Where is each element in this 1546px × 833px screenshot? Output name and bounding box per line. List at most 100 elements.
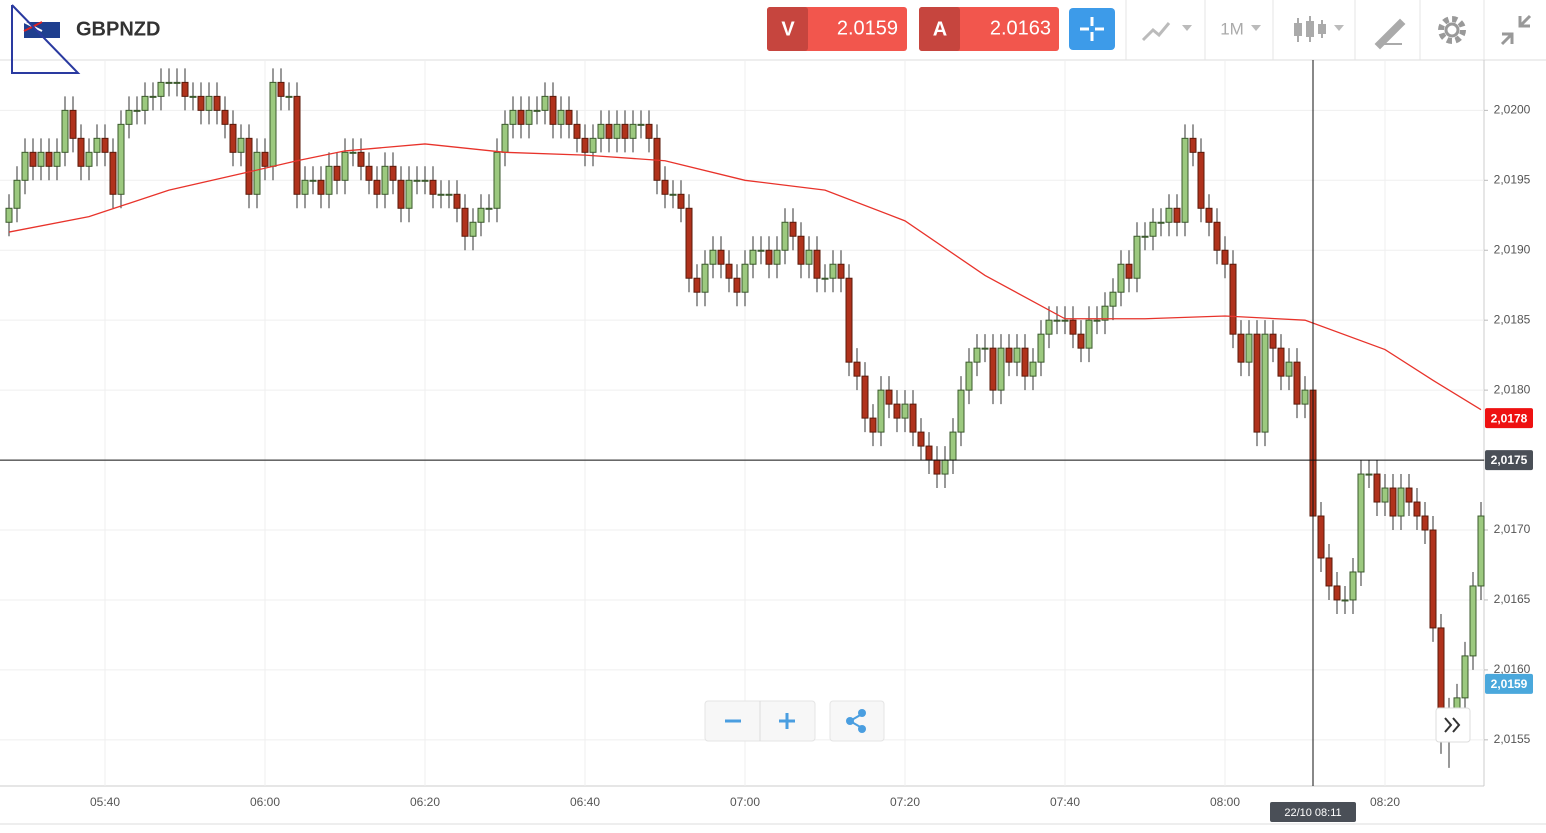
candle-body (941, 459, 949, 475)
fullscreen-button[interactable] (1500, 14, 1532, 46)
candle-body (733, 277, 741, 293)
settings-button[interactable] (1438, 16, 1466, 44)
candle-body (101, 137, 109, 153)
share-button[interactable] (829, 700, 885, 742)
candle-body (1029, 361, 1037, 377)
candle-body (933, 459, 941, 475)
candle-body (165, 81, 173, 84)
candle-body (1149, 221, 1157, 237)
candle-body (597, 123, 605, 139)
candle-body (477, 207, 485, 223)
timeframe-button[interactable]: 1M (1220, 19, 1244, 38)
candle-body (709, 249, 717, 265)
candle-body (877, 389, 885, 433)
candle-body (365, 165, 373, 181)
candle-body (405, 179, 413, 209)
candle-body (677, 193, 685, 209)
annotation-triangle (11, 4, 81, 74)
candle-body (629, 123, 637, 139)
candle-body (901, 403, 909, 419)
candle-body (837, 263, 845, 279)
candle-body (1245, 333, 1253, 363)
candle-body (1413, 501, 1421, 517)
candle-body (1285, 361, 1293, 377)
candle-body (509, 109, 517, 125)
candles-icon (1318, 24, 1326, 34)
candle-body (301, 179, 309, 195)
moving-average-line (8, 143, 1482, 411)
candle-body (333, 165, 341, 181)
candle-body (381, 165, 389, 195)
candle-body (1077, 333, 1085, 349)
candle-body (501, 123, 509, 153)
zoom-in-button[interactable] (779, 713, 795, 729)
candle-body (917, 431, 925, 447)
draw-button[interactable] (1374, 18, 1406, 50)
candle-body (1085, 319, 1093, 349)
candle-body (317, 179, 325, 195)
candle-body (157, 81, 165, 97)
candle-body (1013, 347, 1021, 363)
candle-body (1405, 487, 1413, 503)
y-tick-label: 2,0180 (1494, 382, 1531, 396)
candle-body (565, 109, 573, 125)
candle-body (397, 179, 405, 209)
candle-body (357, 151, 365, 167)
plot (0, 60, 1485, 786)
candle-body (1381, 487, 1389, 503)
buy-button[interactable] (919, 7, 960, 51)
candle-body (1397, 487, 1405, 517)
candle-body (1021, 347, 1029, 377)
candle-body (949, 431, 957, 461)
candle-body (141, 95, 149, 111)
chart-type-button[interactable] (1141, 22, 1171, 42)
candle-body (605, 123, 613, 139)
candle-body (453, 193, 461, 209)
sell-price: 2.0159 (837, 17, 898, 39)
candle-body (69, 109, 77, 139)
candle-body (1421, 515, 1429, 531)
y-tick-label: 2,0160 (1494, 662, 1531, 676)
candle-body (437, 193, 445, 196)
sell-label: V (781, 18, 795, 40)
candle-body (229, 123, 237, 153)
candle-body (581, 137, 589, 153)
candle-body (61, 109, 69, 153)
candle-body (1061, 319, 1069, 322)
candle-body (1429, 529, 1437, 629)
candle-body (421, 179, 429, 182)
candle-body (725, 263, 733, 279)
scroll-right-button[interactable] (1435, 707, 1471, 743)
sell-button[interactable] (767, 7, 808, 51)
candle-body (1125, 263, 1133, 279)
candles-icon (1294, 23, 1302, 36)
candle-body (389, 165, 397, 181)
candle-body (589, 137, 597, 153)
candle-body (765, 249, 773, 265)
candle-body (749, 249, 757, 265)
candle-body (1269, 333, 1277, 349)
x-tick-label: 07:00 (730, 795, 760, 809)
candle-body (1045, 319, 1053, 335)
candle-body (373, 179, 381, 195)
candle-body (861, 375, 869, 419)
share-icon (858, 725, 866, 733)
candle-body (1221, 249, 1229, 265)
candle-body (965, 361, 973, 391)
candle-body (1109, 291, 1117, 307)
crosshair-price: 2,0175 (1491, 453, 1528, 467)
candle-body (821, 277, 829, 280)
share-icon (846, 717, 854, 725)
x-tick-label: 06:20 (410, 795, 440, 809)
candle-body (893, 403, 901, 419)
candle-body (493, 151, 501, 209)
candle-body (1237, 333, 1245, 363)
candle-body (53, 151, 61, 167)
dropdown-arrow (1251, 25, 1261, 31)
candle-body (701, 263, 709, 293)
candle-body (13, 179, 21, 209)
crosshair-button[interactable] (1069, 8, 1115, 50)
candle-body (637, 123, 645, 126)
